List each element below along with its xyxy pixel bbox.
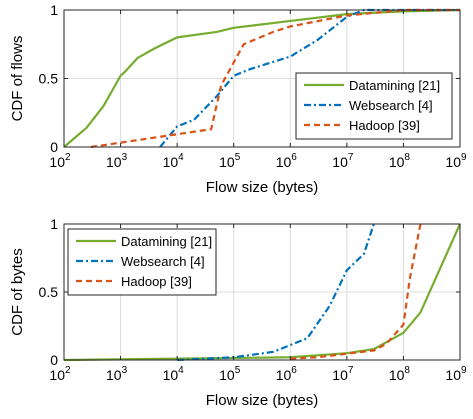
legend: Datamining [21] Websearch [4] Hadoop [39]	[295, 72, 453, 140]
series-line-3	[90, 8, 460, 149]
series-line-3	[290, 223, 422, 360]
x-tick-label: 109	[445, 365, 467, 383]
legend-label: Datamining [21]	[121, 234, 212, 249]
legend-label: Websearch [4]	[121, 254, 205, 269]
x-tick-label: 104	[163, 152, 185, 170]
y-tick-label: 0	[50, 352, 58, 368]
legend-label: Hadoop [39]	[121, 274, 192, 289]
x-tick-label: 106	[276, 365, 298, 383]
legend-label: Datamining [21]	[349, 78, 440, 93]
x-tick-label: 103	[106, 152, 128, 170]
y-axis-label: CDF of bytes	[9, 248, 26, 336]
x-tick-label: 102	[49, 365, 71, 383]
y-axis-label: CDF of flows	[9, 36, 26, 122]
y-tick-label: 1	[50, 216, 58, 232]
x-tick-label: 104	[163, 365, 185, 383]
x-tick-label: 107	[332, 365, 354, 383]
x-tick-label: 109	[445, 152, 467, 170]
chart-panel-1: 102 103 104 105 106 107 108 109 0 0.5 1 Flow size (…	[9, 2, 467, 196]
y-tick-label: 1	[50, 2, 58, 18]
x-tick-label: 105	[219, 152, 241, 170]
x-tick-label: 103	[106, 365, 128, 383]
x-axis-label: Flow size (bytes)	[206, 179, 319, 196]
x-tick-label: 106	[276, 152, 298, 170]
x-tick-label: 105	[219, 365, 241, 383]
x-tick-label: 108	[389, 365, 411, 383]
x-tick-label: 102	[49, 152, 71, 170]
x-axis-label: Flow size (bytes)	[206, 392, 319, 409]
y-tick-label: 0.5	[39, 71, 59, 87]
chart-panel-2: 102 103 104 105 106 107 108 109 0 0.5 1 Flow size (…	[9, 216, 467, 409]
series-line-2	[159, 8, 460, 148]
x-tick-label: 107	[332, 152, 354, 170]
x-tick-label: 108	[389, 152, 411, 170]
series-line-2	[177, 223, 375, 362]
y-tick-label: 0.5	[39, 284, 59, 300]
legend: Datamining [21] Websearch [4] Hadoop [39]	[67, 228, 217, 296]
legend-label: Hadoop [39]	[349, 118, 420, 133]
legend-label: Websearch [4]	[349, 98, 433, 113]
y-tick-label: 0	[50, 139, 58, 155]
series-line-1	[63, 8, 461, 148]
